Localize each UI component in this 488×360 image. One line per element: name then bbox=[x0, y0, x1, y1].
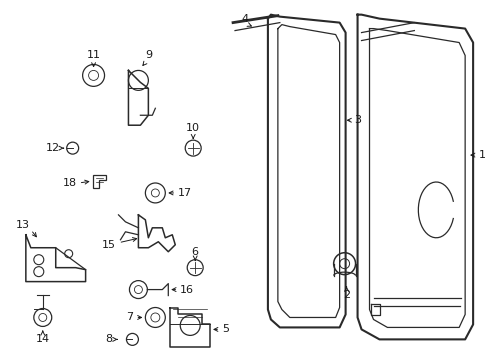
Text: 7: 7 bbox=[126, 312, 133, 323]
Text: 10: 10 bbox=[186, 123, 200, 133]
Text: 16: 16 bbox=[180, 284, 194, 294]
Text: 5: 5 bbox=[222, 324, 228, 334]
Text: 6: 6 bbox=[191, 247, 198, 257]
Text: 3: 3 bbox=[354, 115, 361, 125]
Text: 13: 13 bbox=[16, 220, 30, 230]
Text: 4: 4 bbox=[241, 14, 248, 24]
Text: 2: 2 bbox=[343, 289, 349, 300]
Text: 15: 15 bbox=[102, 240, 115, 250]
Text: 12: 12 bbox=[45, 143, 60, 153]
Text: 9: 9 bbox=[144, 50, 152, 60]
Text: 14: 14 bbox=[36, 334, 50, 345]
Text: 11: 11 bbox=[86, 50, 101, 60]
Text: 18: 18 bbox=[62, 178, 77, 188]
Text: 8: 8 bbox=[105, 334, 112, 345]
Text: 17: 17 bbox=[178, 188, 192, 198]
Text: 1: 1 bbox=[478, 150, 485, 160]
